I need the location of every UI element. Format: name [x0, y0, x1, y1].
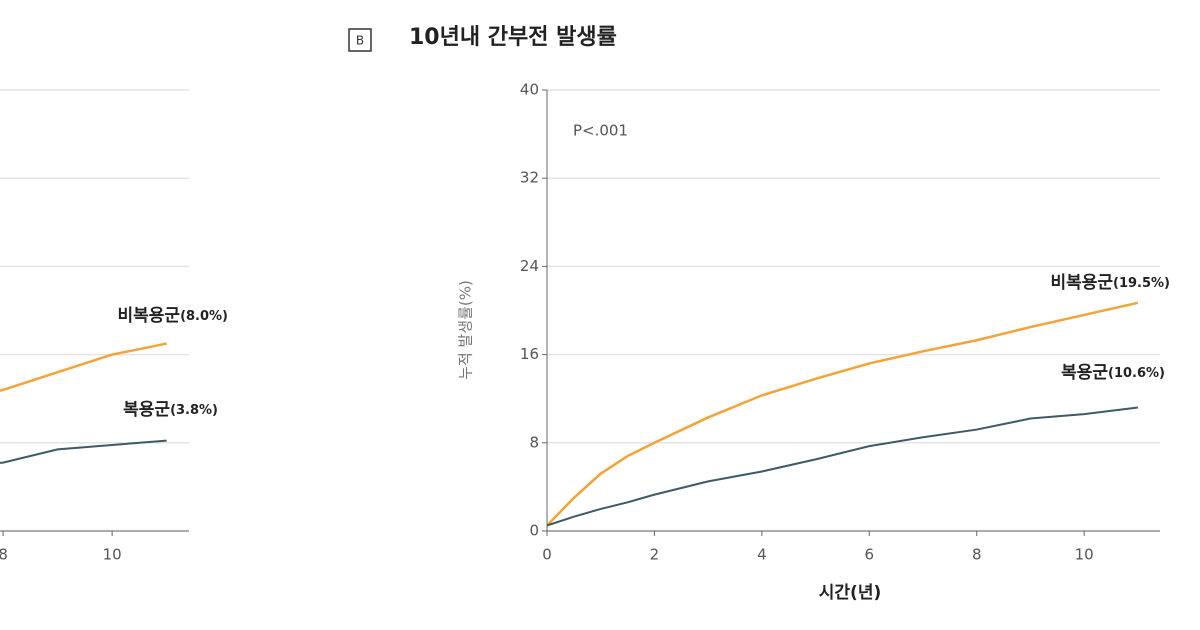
data-line [0, 439, 167, 464]
series-name: 복용군 [123, 400, 170, 420]
chart-title: 10년내 간부전 발생률 [409, 25, 617, 50]
series-end-label: (10.6%) [1108, 366, 1165, 381]
x-tick-label: 2 [650, 546, 660, 564]
data-line [0, 342, 167, 392]
x-tick-label: 0 [542, 546, 552, 564]
series-name: 비복용군 [1050, 273, 1113, 293]
p-value: P<.001 [573, 122, 628, 140]
series-label: 비복용군(19.5%) [1050, 273, 1170, 293]
x-tick-label: 8 [972, 546, 982, 564]
x-axis-label: 시간(년) [819, 583, 881, 603]
series-name: 복용군 [1061, 363, 1108, 383]
series-label: 비복용군(8.0%) [118, 306, 229, 326]
y-tick-label: 8 [529, 433, 539, 451]
x-tick-label: 10 [1075, 546, 1094, 564]
series-label: 복용군(10.6%) [1061, 363, 1165, 383]
series-name: 비복용군 [118, 306, 181, 326]
data-line [546, 406, 1139, 527]
y-axis-label: 누적 발생률(%) [457, 280, 475, 380]
y-tick-label: 24 [520, 257, 539, 275]
series-label: 복용군(3.8%) [123, 400, 218, 420]
x-tick-label: 6 [865, 546, 875, 564]
panel-box [348, 28, 372, 52]
y-tick-label: 40 [520, 81, 539, 99]
x-tick-label: 4 [757, 546, 767, 564]
series-end-label: (3.8%) [170, 403, 218, 418]
data-line [546, 301, 1139, 527]
y-tick-label: 0 [529, 522, 539, 540]
series-end-label: (8.0%) [180, 309, 228, 324]
panel-label: B [356, 34, 364, 48]
x-tick-label: 8 [0, 546, 8, 564]
y-tick-label: 32 [520, 169, 539, 187]
x-tick-label: 10 [103, 546, 122, 564]
series-end-label: (19.5%) [1113, 276, 1170, 291]
y-tick-label: 16 [520, 345, 539, 363]
